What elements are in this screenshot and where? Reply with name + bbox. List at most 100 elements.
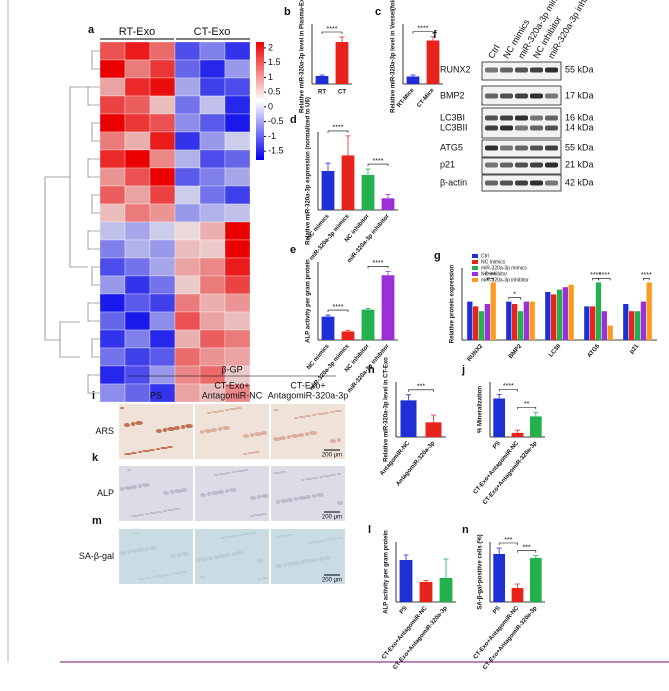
blot-band xyxy=(500,67,513,73)
error-bar xyxy=(319,74,325,76)
cell-speck xyxy=(214,555,218,559)
heatmap-cell xyxy=(124,221,151,241)
cell-speck xyxy=(287,562,295,566)
significance-bracket xyxy=(643,278,650,281)
cell-speck xyxy=(120,551,126,555)
cell-speck xyxy=(207,492,211,496)
cell-speck xyxy=(142,483,150,487)
heatmap-cell xyxy=(124,131,151,151)
cell-speck xyxy=(337,537,343,539)
x-tick-label: miR-320a-3p inhibitor xyxy=(347,213,391,264)
heatmap-cell xyxy=(174,131,201,151)
row-label: SA-β-gal xyxy=(79,551,114,561)
heatmap-cell xyxy=(99,257,126,277)
protein-label: p21 xyxy=(440,159,455,169)
error-bar xyxy=(430,36,436,41)
scale-bar-label: 200 μm xyxy=(322,578,342,584)
bar xyxy=(361,174,375,210)
cell-speck xyxy=(309,431,317,435)
cell-speck xyxy=(131,452,137,454)
bar xyxy=(595,282,602,340)
heatmap-cell xyxy=(99,41,126,61)
blot-band xyxy=(530,162,543,168)
significance-bracket xyxy=(367,163,389,167)
cell-speck xyxy=(225,489,229,493)
heatmap-cell xyxy=(224,41,251,61)
cell-speck xyxy=(138,484,142,488)
legend-swatch xyxy=(472,260,478,264)
heatmap-cell xyxy=(224,77,251,97)
heatmap-cell xyxy=(124,113,151,133)
heatmap-cell xyxy=(199,113,226,133)
blot-band xyxy=(515,115,528,121)
heatmap-cell xyxy=(99,185,126,205)
blot-band xyxy=(545,180,558,186)
blot-band xyxy=(515,145,528,151)
heatmap-cell xyxy=(174,275,201,295)
blot-band xyxy=(530,93,543,99)
heatmap-cell xyxy=(99,383,126,403)
cell-speck xyxy=(160,447,168,449)
error-bar xyxy=(385,194,391,199)
blot-band xyxy=(545,93,558,99)
group-header: β-GP xyxy=(221,364,242,374)
cell-speck xyxy=(257,559,263,563)
cell-speck xyxy=(287,534,293,536)
heatmap-cell xyxy=(124,185,151,205)
cell-speck xyxy=(261,494,269,498)
heatmap-cell xyxy=(149,41,176,61)
cell-speck xyxy=(236,470,244,472)
bar xyxy=(493,398,506,437)
blot-band xyxy=(515,67,528,73)
blot-band xyxy=(515,93,528,99)
colorbar-label: -1 xyxy=(268,131,276,141)
significance-bracket xyxy=(408,389,434,392)
blot-band xyxy=(530,67,543,73)
y-axis-label: Relative miR-320a-3p level in CT-Exo xyxy=(384,357,390,462)
cell-speck xyxy=(156,448,160,450)
significance-label: *** xyxy=(417,384,425,391)
cell-speck xyxy=(334,410,342,412)
heatmap-cell xyxy=(224,149,251,169)
error-bar xyxy=(339,36,345,42)
x-tick-label: ATG5 xyxy=(587,343,602,359)
blot-band xyxy=(545,115,558,121)
colorbar-label: 1.5 xyxy=(268,57,281,67)
significance-label: * xyxy=(513,291,516,298)
error-bar xyxy=(385,270,391,276)
significance-bracket xyxy=(321,31,343,34)
error-bar xyxy=(533,555,539,558)
heatmap-cell xyxy=(124,365,151,385)
blot-band xyxy=(545,67,558,73)
heatmap-cell xyxy=(174,203,201,223)
error-bar xyxy=(410,74,416,77)
heatmap-cell xyxy=(199,167,226,187)
cell-speck xyxy=(218,554,226,558)
cell-speck xyxy=(163,574,169,576)
cell-speck xyxy=(181,488,187,492)
cell-speck xyxy=(319,540,325,542)
bar xyxy=(562,287,568,340)
bar xyxy=(640,301,646,340)
heatmap-cell xyxy=(99,95,126,115)
heatmap-cell xyxy=(149,239,176,259)
cell-speck xyxy=(177,553,181,557)
micrograph xyxy=(195,404,269,459)
x-tick-label: BMP2 xyxy=(508,343,524,360)
significance-label: **** xyxy=(327,26,338,33)
row-label: ALP xyxy=(97,488,114,498)
heatmap-cell xyxy=(149,185,176,205)
cell-speck xyxy=(305,415,311,417)
bar xyxy=(634,311,641,340)
x-tick-label: p21 xyxy=(629,343,641,355)
cell-speck xyxy=(211,411,219,413)
cell-speck xyxy=(236,551,244,555)
cell-speck xyxy=(250,515,254,517)
kda-label: 14 kDa xyxy=(565,122,594,132)
x-tick-label: RUNX2 xyxy=(467,343,485,363)
cell-speck xyxy=(120,407,124,409)
significance-bracket xyxy=(412,31,434,34)
protein-label: RUNX2 xyxy=(440,64,471,74)
cell-speck xyxy=(280,471,286,473)
bar xyxy=(473,306,479,340)
